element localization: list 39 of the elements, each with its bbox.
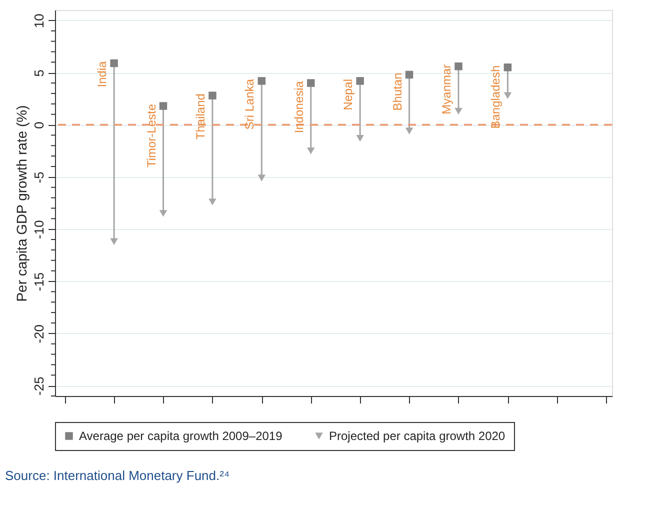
point xyxy=(356,77,364,85)
y-axis-title: Per capita GDP growth rate (%) xyxy=(14,105,30,302)
y-tick-label: 10 xyxy=(32,14,46,28)
y-tick-label: -15 xyxy=(32,272,46,292)
x-tick-label: Timor-Leste xyxy=(144,104,158,168)
point xyxy=(208,198,216,206)
point xyxy=(306,79,315,87)
point xyxy=(208,92,216,100)
point xyxy=(159,102,168,110)
point xyxy=(258,174,266,182)
point xyxy=(405,128,414,134)
x-tick-label: Thailand xyxy=(193,94,208,140)
y-tick-label: -25 xyxy=(32,376,46,396)
point xyxy=(454,62,462,70)
legend-label: Average per capita growth 2009–2019 xyxy=(79,429,283,443)
y-tick-label: 0 xyxy=(32,122,46,129)
point xyxy=(110,238,118,245)
point xyxy=(454,108,462,115)
point xyxy=(159,210,168,217)
point xyxy=(356,134,364,142)
point xyxy=(405,70,414,79)
y-tick-label: -20 xyxy=(32,324,46,344)
point xyxy=(258,77,266,85)
point xyxy=(504,92,512,99)
x-tick-label: Sri Lanka xyxy=(242,78,257,130)
y-tick-label: -5 xyxy=(32,172,46,184)
source-note: Source: International Monetary Fund.²⁴ xyxy=(5,468,230,483)
x-tick-label: Indonesia xyxy=(292,80,306,134)
point xyxy=(110,59,118,68)
x-tick-label: Bhutan xyxy=(390,72,404,111)
point xyxy=(306,147,315,154)
point xyxy=(504,64,512,72)
legend-label: Projected per capita growth 2020 xyxy=(329,429,506,443)
x-tick-label: Bangladesh xyxy=(488,65,503,129)
y-tick-label: 5 xyxy=(32,69,46,77)
x-tick-label: Myanmar xyxy=(439,64,454,114)
x-tick-label: Nepal xyxy=(341,78,356,110)
x-tick-label: India xyxy=(95,60,110,88)
y-tick-label: -10 xyxy=(32,220,46,239)
